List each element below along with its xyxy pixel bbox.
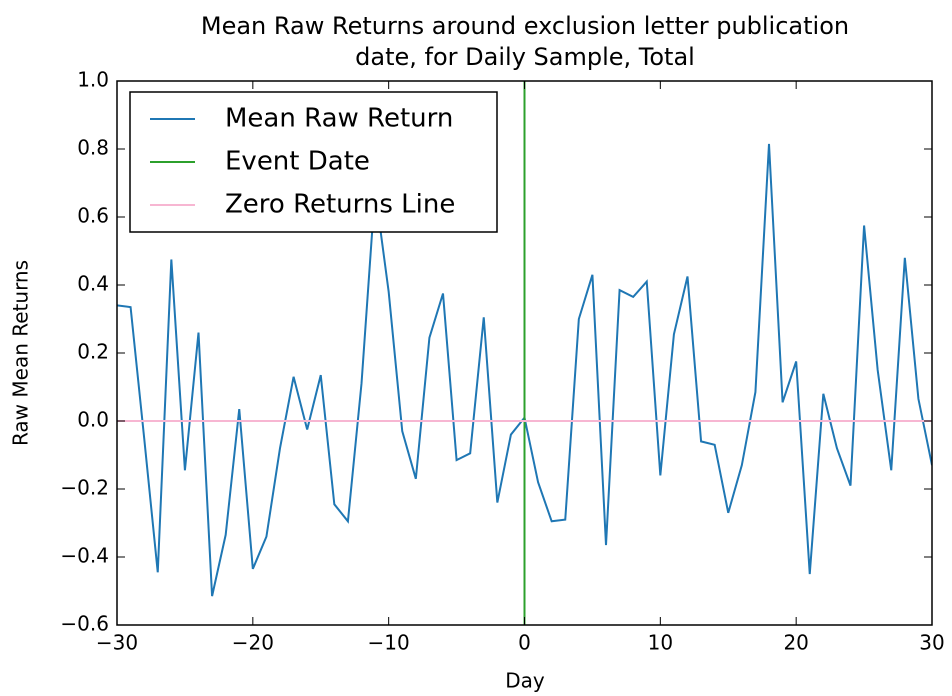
y-tick-label: 0.8 xyxy=(77,136,109,160)
y-tick-label: −0.6 xyxy=(60,612,109,636)
y-tick-label: 0.4 xyxy=(77,272,109,296)
chart-title: date, for Daily Sample, Total xyxy=(355,43,695,71)
x-tick-label: −20 xyxy=(232,631,274,655)
legend-label: Event Date xyxy=(225,147,370,177)
legend: Mean Raw Return Event Date Zero Returns Li… xyxy=(129,91,498,233)
x-tick-label: −10 xyxy=(368,631,410,655)
y-axis-label: Raw Mean Returns xyxy=(9,260,33,446)
x-tick-label: 0 xyxy=(518,631,531,655)
y-tick-label: 0.2 xyxy=(77,340,109,364)
y-tick-label: 1.0 xyxy=(77,68,109,92)
y-tick-label: 0.6 xyxy=(77,204,109,228)
y-tick-label: −0.4 xyxy=(60,544,109,568)
chart-title: Mean Raw Returns around exclusion letter… xyxy=(201,12,849,40)
legend-label: Zero Returns Line xyxy=(225,190,455,220)
x-axis-label: Day xyxy=(505,669,545,693)
x-tick-label: 20 xyxy=(783,631,808,655)
x-tick-label: 10 xyxy=(648,631,673,655)
y-tick-label: −0.2 xyxy=(60,476,109,500)
y-tick-label: 0.0 xyxy=(77,408,109,432)
x-tick-label: 30 xyxy=(919,631,944,655)
legend-label: Mean Raw Return xyxy=(225,104,453,134)
plot-frame xyxy=(116,80,933,626)
x-tick-label: −30 xyxy=(96,631,138,655)
